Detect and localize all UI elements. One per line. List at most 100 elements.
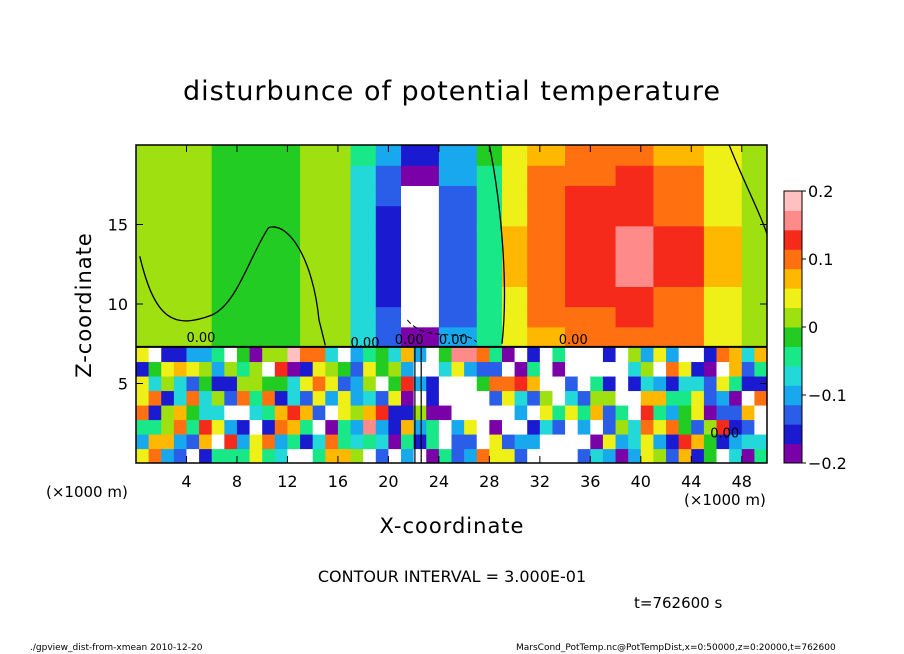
contour-label: 0.00 bbox=[395, 333, 424, 348]
field-cell bbox=[590, 433, 604, 450]
field-cell bbox=[211, 266, 301, 287]
field-cell bbox=[464, 404, 478, 421]
field-cell bbox=[653, 433, 667, 450]
field-cell bbox=[199, 419, 213, 435]
field-cell bbox=[375, 433, 389, 450]
field-cell bbox=[236, 404, 251, 421]
field-cell bbox=[489, 404, 503, 421]
field-cell bbox=[375, 448, 389, 463]
field-cell bbox=[438, 205, 478, 227]
field-cell bbox=[136, 448, 150, 463]
field-cell bbox=[350, 266, 377, 287]
field-cell bbox=[287, 448, 301, 463]
field-cell bbox=[514, 433, 528, 450]
x-tick-label: 20 bbox=[378, 472, 398, 491]
field-cell bbox=[300, 205, 352, 227]
field-cell bbox=[375, 266, 402, 287]
field-cell bbox=[211, 306, 301, 328]
field-cell bbox=[211, 245, 301, 267]
x-axis-label: X-coordinate bbox=[379, 514, 525, 538]
field-cell bbox=[539, 346, 554, 363]
field-cell bbox=[666, 390, 680, 406]
field-cell bbox=[287, 375, 301, 392]
field-cell bbox=[136, 145, 213, 166]
field-cell bbox=[426, 346, 440, 363]
field-cell bbox=[691, 361, 705, 377]
field-cell bbox=[388, 419, 402, 435]
field-cell bbox=[691, 404, 705, 421]
field-cell bbox=[577, 375, 591, 392]
field-cell bbox=[136, 266, 213, 287]
field-cell bbox=[615, 245, 655, 267]
field-cell bbox=[401, 266, 440, 287]
field-cell bbox=[489, 361, 503, 377]
field-cell bbox=[224, 375, 238, 392]
footer-script-label: ./gpview_dist-from-xmean 2010-12-20 bbox=[30, 643, 203, 653]
field-cell bbox=[438, 286, 478, 308]
field-cell bbox=[590, 361, 604, 377]
field-cell bbox=[312, 448, 326, 463]
field-cell bbox=[350, 165, 377, 186]
field-cell bbox=[666, 404, 680, 421]
field-cell bbox=[287, 433, 301, 450]
colorbar-segment bbox=[784, 346, 802, 367]
field-cell bbox=[312, 419, 326, 435]
field-cell bbox=[501, 286, 528, 308]
field-cell bbox=[565, 205, 617, 227]
contour-line-zero-right bbox=[728, 145, 767, 236]
field-cell bbox=[501, 225, 528, 247]
field-cell bbox=[413, 419, 427, 435]
field-cell bbox=[325, 375, 339, 392]
field-cell bbox=[464, 433, 478, 450]
field-cell bbox=[451, 448, 465, 463]
field-cell bbox=[501, 375, 516, 392]
field-cell bbox=[287, 404, 301, 421]
field-cell bbox=[413, 361, 427, 377]
field-cell bbox=[539, 404, 554, 421]
field-cell bbox=[438, 404, 453, 421]
field-cell bbox=[186, 433, 200, 450]
field-cell bbox=[337, 346, 352, 363]
field-cell bbox=[565, 448, 579, 463]
colorbar-tick-label: 0 bbox=[808, 318, 818, 337]
field-cell bbox=[565, 185, 617, 207]
x-tick-label: 48 bbox=[732, 472, 752, 491]
field-cell bbox=[741, 266, 767, 287]
field-cell bbox=[401, 361, 415, 377]
field-cell bbox=[363, 390, 377, 406]
field-cell bbox=[527, 145, 566, 166]
field-cell bbox=[350, 185, 377, 207]
field-cell bbox=[464, 419, 478, 435]
field-cell bbox=[249, 404, 263, 421]
field-cell bbox=[136, 245, 213, 267]
field-cell bbox=[262, 375, 276, 392]
field-cell bbox=[653, 225, 705, 247]
field-cell bbox=[703, 433, 718, 450]
field-cell bbox=[653, 205, 705, 227]
contour-label: 0.00 bbox=[351, 336, 380, 351]
field-cell bbox=[236, 448, 251, 463]
field-cell bbox=[350, 375, 364, 392]
field-cell bbox=[350, 306, 377, 328]
colorbar-segment bbox=[784, 288, 802, 309]
field-cell bbox=[666, 361, 680, 377]
field-cell bbox=[476, 306, 503, 328]
field-cell bbox=[274, 404, 289, 421]
field-cell bbox=[388, 404, 402, 421]
field-cell bbox=[199, 433, 213, 450]
field-cell bbox=[401, 419, 415, 435]
y-tick-label: 15 bbox=[108, 216, 128, 235]
field-cell bbox=[628, 361, 642, 377]
chart-title: disturbunce of potential temperature bbox=[183, 76, 721, 107]
field-cell bbox=[464, 346, 478, 363]
field-cell bbox=[136, 286, 213, 308]
field-cell bbox=[211, 419, 225, 435]
field-cell bbox=[388, 390, 402, 406]
field-cell bbox=[489, 375, 503, 392]
field-cell bbox=[161, 375, 175, 392]
colorbar-segment bbox=[784, 443, 802, 464]
field-cell bbox=[249, 390, 263, 406]
field-cell bbox=[615, 346, 629, 363]
field-cell bbox=[224, 433, 238, 450]
field-cell bbox=[703, 225, 743, 247]
